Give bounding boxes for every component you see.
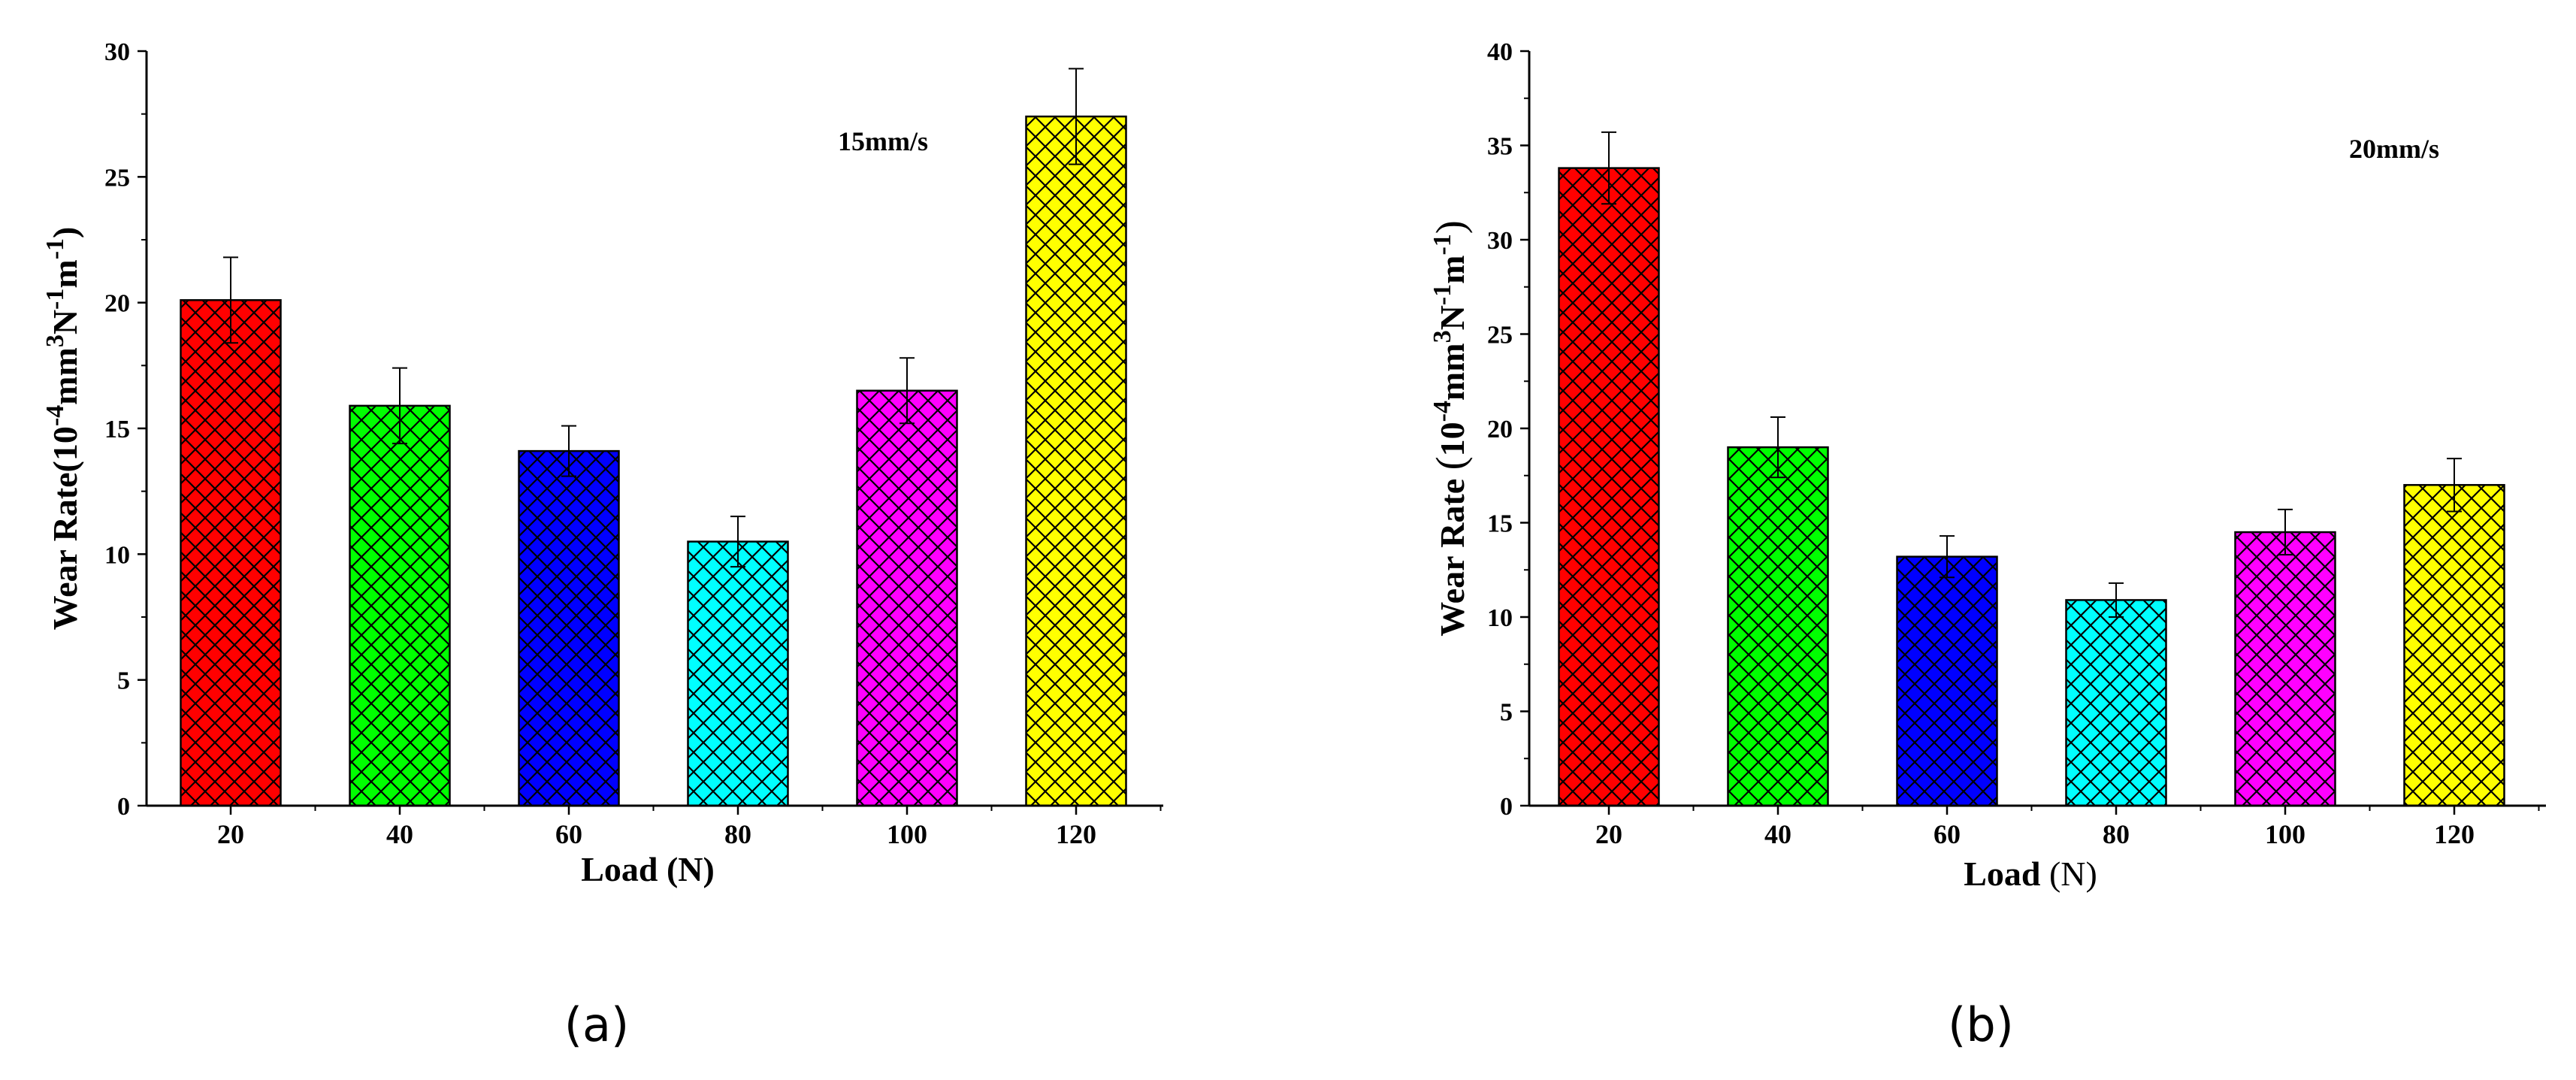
bar-b-120 xyxy=(2403,484,2505,807)
x-tick-label: 60 xyxy=(1934,819,1961,849)
axes-a xyxy=(145,51,1163,807)
y-tick-label: 0 xyxy=(1500,793,1513,821)
y-tick-label: 5 xyxy=(117,667,130,695)
y-tick-label: 5 xyxy=(1500,699,1513,727)
chart-panel-b: 0 5 10 15 20 25 30 35 40 20 40 60 80 100 120 Load (N)… xyxy=(1428,38,2546,1052)
bar-b-60 xyxy=(1896,555,1998,807)
y-tick-label: 15 xyxy=(1487,510,1513,538)
error-bar-a-80 xyxy=(730,516,745,568)
error-bar-a-100 xyxy=(899,357,915,425)
bar-b-100 xyxy=(2234,531,2336,807)
bars-a xyxy=(180,115,1127,807)
bar-b-80 xyxy=(2065,599,2167,807)
x-tick-label: 40 xyxy=(1764,819,1791,849)
bar-b-20 xyxy=(1558,167,1660,807)
x-tick-label: 120 xyxy=(2434,819,2475,849)
y-tick-label: 15 xyxy=(104,416,130,443)
x-tick-label: 80 xyxy=(2103,819,2130,849)
error-bar-b-100 xyxy=(2278,508,2293,556)
y-tick-label: 30 xyxy=(104,38,130,66)
caption-a: (a) xyxy=(564,997,629,1052)
x-axis-label-b: Load (N) xyxy=(1964,855,2097,893)
x-ticks-a: 20 40 60 80 100 120 xyxy=(217,806,1162,849)
y-tick-label: 0 xyxy=(117,793,130,821)
bar-a-100 xyxy=(856,389,958,807)
y-tick-label: 10 xyxy=(1487,604,1513,632)
x-tick-label: 100 xyxy=(2265,819,2305,849)
bar-a-40 xyxy=(349,404,451,807)
y-ticks-a: 0 5 10 15 20 25 30 xyxy=(104,38,147,821)
y-axis-label-a: Wear Rate(10-4mm3N-1m-1) xyxy=(41,227,84,631)
x-tick-label: 20 xyxy=(217,819,244,849)
y-ticks-b: 0 5 10 15 20 25 30 35 40 xyxy=(1487,38,1529,821)
x-ticks-b: 20 40 60 80 100 120 xyxy=(1595,806,2540,849)
y-tick-label: 20 xyxy=(104,290,130,318)
x-tick-label: 20 xyxy=(1595,819,1622,849)
error-bars-a xyxy=(223,68,1084,568)
chart-panel-a: 0 5 10 15 20 25 30 20 40 60 80 100 120 Load (N) Wea… xyxy=(41,38,1163,1052)
error-bar-b-20 xyxy=(1601,131,1616,205)
error-bar-a-40 xyxy=(392,367,407,445)
caption-b: (b) xyxy=(1948,997,2014,1052)
x-tick-label: 80 xyxy=(724,819,751,849)
y-tick-label: 25 xyxy=(104,164,130,192)
axes-b xyxy=(1528,51,2546,807)
bar-b-40 xyxy=(1727,446,1829,807)
bar-a-80 xyxy=(687,540,789,807)
bar-a-60 xyxy=(518,449,620,807)
bar-a-120 xyxy=(1025,115,1127,807)
x-tick-label: 60 xyxy=(555,819,582,849)
y-tick-label: 30 xyxy=(1487,227,1513,255)
speed-annotation-a: 15mm/s xyxy=(838,126,928,156)
y-tick-label: 25 xyxy=(1487,322,1513,349)
error-bar-a-60 xyxy=(561,425,576,477)
x-tick-label: 100 xyxy=(887,819,927,849)
error-bar-b-120 xyxy=(2447,458,2462,513)
y-tick-label: 35 xyxy=(1487,133,1513,161)
error-bar-b-60 xyxy=(1940,535,1955,579)
x-tick-label: 40 xyxy=(386,819,413,849)
y-tick-label: 20 xyxy=(1487,416,1513,443)
x-axis-label-a: Load (N) xyxy=(581,850,715,888)
bars-b xyxy=(1558,167,2505,807)
error-bar-b-80 xyxy=(2109,582,2124,618)
error-bar-a-20 xyxy=(223,256,238,344)
error-bars-b xyxy=(1601,131,2462,618)
error-bar-b-40 xyxy=(1770,416,1785,479)
x-tick-label: 120 xyxy=(1056,819,1096,849)
y-axis-label-b: Wear Rate (10-4mm3N-1m-1) xyxy=(1428,220,1473,637)
error-bar-a-120 xyxy=(1069,68,1084,165)
y-tick-label: 40 xyxy=(1487,38,1513,66)
y-tick-label: 10 xyxy=(104,541,130,569)
speed-annotation-b: 20mm/s xyxy=(2349,134,2439,164)
bar-a-20 xyxy=(180,299,282,807)
